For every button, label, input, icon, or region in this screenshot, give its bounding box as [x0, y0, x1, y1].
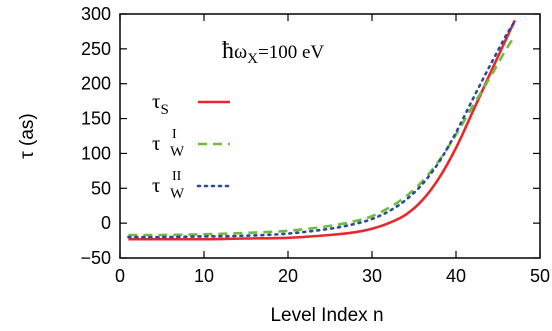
y-tick-label: −50	[80, 248, 111, 268]
x-tick-label: 30	[362, 266, 382, 286]
series-line-2	[128, 35, 516, 237]
annotation-rest: =100 eV	[258, 42, 324, 63]
y-tick-label: 100	[81, 143, 111, 163]
y-tick-label: 300	[81, 4, 111, 24]
y-tick-label: 200	[81, 74, 111, 94]
annotation-text: ħωX=100 eV	[222, 38, 324, 67]
legend-label-3: τ II W	[152, 169, 185, 202]
y-tick-label: 0	[101, 213, 111, 233]
y-tick-label: 50	[91, 178, 111, 198]
series-line-1	[128, 19, 516, 241]
legend: τS τ I W τ II W	[152, 89, 232, 202]
x-tick-label: 50	[530, 266, 550, 286]
series-group	[127, 19, 517, 241]
annotation-omega: ω	[234, 41, 247, 63]
series-line-3	[127, 20, 517, 239]
y-axis-title: τ (as)	[17, 113, 38, 159]
legend-label-1: τS	[152, 89, 169, 118]
y-tick-label: 250	[81, 39, 111, 59]
plot-frame	[119, 13, 541, 259]
annotation-sub: X	[247, 51, 258, 67]
x-tick-label: 40	[446, 266, 466, 286]
x-tick-label: 0	[115, 266, 125, 286]
x-axis-title: Level Index n	[270, 305, 383, 326]
x-tick-label: 10	[194, 266, 214, 286]
x-tick-label: 20	[278, 266, 298, 286]
y-tick-label: 150	[81, 109, 111, 129]
annotation-hbar: ħ	[222, 38, 234, 64]
